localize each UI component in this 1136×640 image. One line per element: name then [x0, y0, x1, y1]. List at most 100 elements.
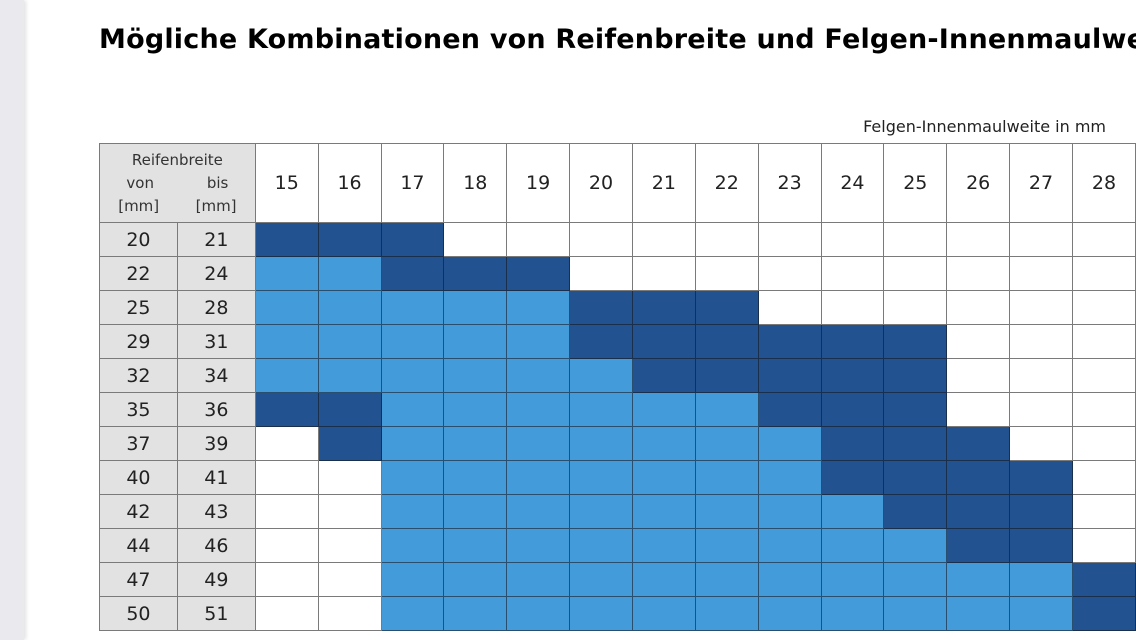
column-header-24: 24	[820, 143, 885, 223]
cell-recommended	[883, 426, 948, 461]
table-row: 47 49	[99, 562, 1136, 597]
cell-recommended	[631, 324, 696, 359]
cell-not-possible	[1071, 290, 1136, 325]
cell-possible	[1009, 596, 1073, 631]
cell-not-possible	[694, 256, 759, 291]
cell-recommended	[883, 460, 948, 495]
tire-width-from: 29	[99, 324, 178, 359]
cell-possible	[569, 528, 633, 563]
cell-recommended	[254, 222, 319, 257]
cell-possible	[254, 290, 319, 325]
tire-width-from: 42	[99, 494, 178, 529]
cell-not-possible	[1071, 256, 1136, 291]
tire-width-to: 51	[176, 596, 256, 631]
cell-not-possible	[254, 596, 319, 631]
cell-recommended	[1009, 460, 1073, 495]
cell-possible	[506, 290, 571, 325]
cell-not-possible	[883, 290, 948, 325]
cell-possible	[317, 290, 382, 325]
column-header-15: 15	[254, 143, 319, 223]
cell-possible	[380, 460, 445, 495]
table-row: 40 41	[99, 460, 1136, 495]
tire-width-from: 44	[99, 528, 178, 563]
column-header-23: 23	[757, 143, 822, 223]
cell-possible	[380, 426, 445, 461]
cell-not-possible	[443, 222, 508, 257]
cell-possible	[380, 324, 445, 359]
from-label: von	[126, 173, 154, 192]
tire-width-from: 35	[99, 392, 178, 427]
cell-not-possible	[1009, 256, 1073, 291]
cell-possible	[443, 562, 508, 597]
cell-not-possible	[1009, 392, 1073, 427]
cell-possible	[443, 392, 508, 427]
cell-recommended	[757, 358, 822, 393]
cell-possible	[506, 528, 571, 563]
cell-possible	[380, 596, 445, 631]
cell-not-possible	[254, 562, 319, 597]
cell-possible	[317, 324, 382, 359]
cell-possible	[694, 494, 759, 529]
window-edge	[0, 0, 24, 640]
column-header-28: 28	[1071, 143, 1136, 223]
tire-width-to: 43	[176, 494, 256, 529]
cell-possible	[631, 596, 696, 631]
to-label: bis	[206, 173, 229, 192]
cell-possible	[506, 358, 571, 393]
cell-possible	[506, 324, 571, 359]
cell-not-possible	[1071, 426, 1136, 461]
tire-width-from: 47	[99, 562, 178, 597]
cell-not-possible	[820, 256, 885, 291]
cell-possible	[757, 460, 822, 495]
cell-possible	[757, 596, 822, 631]
cell-not-possible	[631, 256, 696, 291]
cell-possible	[569, 426, 633, 461]
column-header-18: 18	[443, 143, 508, 223]
cell-not-possible	[254, 528, 319, 563]
cell-recommended	[1071, 596, 1136, 631]
cell-not-possible	[946, 392, 1011, 427]
cell-not-possible	[1009, 426, 1073, 461]
column-header-27: 27	[1009, 143, 1073, 223]
tire-width-to: 24	[176, 256, 256, 291]
cell-recommended	[506, 256, 571, 291]
cell-not-possible	[946, 222, 1011, 257]
cell-recommended	[820, 324, 885, 359]
cell-possible	[569, 596, 633, 631]
cell-possible	[380, 290, 445, 325]
tire-width-from: 32	[99, 358, 178, 393]
cell-not-possible	[1071, 528, 1136, 563]
cell-possible	[254, 358, 319, 393]
cell-possible	[506, 426, 571, 461]
cell-not-possible	[946, 324, 1011, 359]
cell-recommended	[694, 290, 759, 325]
cell-not-possible	[1071, 222, 1136, 257]
table-row: 22 24	[99, 256, 1136, 291]
cell-possible	[317, 256, 382, 291]
tire-width-from: 40	[99, 460, 178, 495]
cell-recommended	[569, 290, 633, 325]
cell-not-possible	[506, 222, 571, 257]
cell-possible	[631, 528, 696, 563]
cell-possible	[380, 494, 445, 529]
cell-not-possible	[569, 222, 633, 257]
cell-not-possible	[1009, 358, 1073, 393]
cell-possible	[820, 494, 885, 529]
cell-not-possible	[317, 494, 382, 529]
table-row: 25 28	[99, 290, 1136, 325]
cell-possible	[569, 358, 633, 393]
cell-not-possible	[883, 222, 948, 257]
cell-recommended	[443, 256, 508, 291]
cell-possible	[694, 426, 759, 461]
cell-possible	[506, 392, 571, 427]
cell-possible	[883, 596, 948, 631]
column-axis-label: Felgen-Innenmaulweite in mm	[863, 117, 1106, 136]
cell-not-possible	[946, 290, 1011, 325]
tire-width-heading: Reifenbreite	[131, 150, 223, 169]
column-header-21: 21	[631, 143, 696, 223]
tire-width-from: 20	[99, 222, 178, 257]
cell-possible	[631, 562, 696, 597]
cell-possible	[506, 562, 571, 597]
cell-possible	[380, 392, 445, 427]
cell-possible	[757, 426, 822, 461]
